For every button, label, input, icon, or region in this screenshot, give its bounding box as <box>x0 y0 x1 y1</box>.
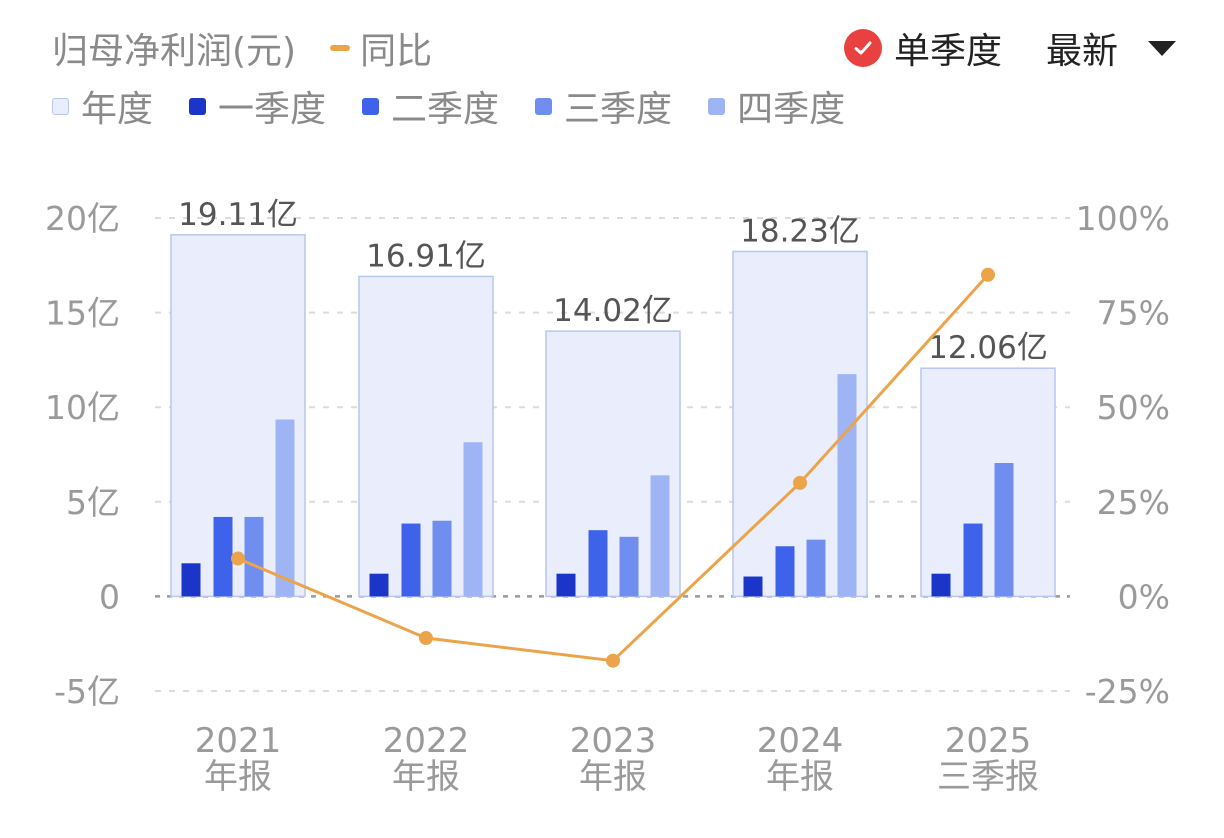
y-right-tick-label: 50% <box>1097 388 1170 427</box>
legend-item-q1[interactable]: 一季度 <box>189 80 326 132</box>
x-tick-year: 2021 <box>195 721 282 761</box>
yoy-point <box>231 551 245 566</box>
quarter-bar-q2 <box>588 530 608 597</box>
y-left-tick-label: 10亿 <box>45 388 120 427</box>
x-tick-period: 年报 <box>579 757 647 797</box>
legend-label-q1: 一季度 <box>218 89 327 130</box>
x-tick-year: 2022 <box>383 721 470 761</box>
legend-item-q2[interactable]: 二季度 <box>362 80 499 132</box>
legend-item-annual[interactable]: 年度 <box>52 80 153 132</box>
x-tick-period: 年报 <box>766 757 834 797</box>
x-tick-period: 年报 <box>392 757 460 797</box>
x-tick-year: 2023 <box>570 721 657 761</box>
quarter-bar-q4 <box>463 442 483 597</box>
period-select[interactable]: 最新 <box>1045 31 1118 72</box>
y-left-tick-label: -5亿 <box>54 672 120 711</box>
annual-value-label: 14.02亿 <box>553 293 673 329</box>
legend-swatch-q2 <box>362 97 380 115</box>
quarter-bar-q2 <box>963 523 983 597</box>
y-left-tick-label: 5亿 <box>66 483 120 522</box>
quarter-bar-q4 <box>275 419 295 597</box>
legend-label-annual: 年度 <box>81 89 154 130</box>
quarter-bar-q2 <box>775 546 795 597</box>
yoy-point <box>981 267 995 282</box>
quarter-bar-q4 <box>837 374 857 597</box>
annual-bar <box>920 367 1056 598</box>
y-left-tick-label: 20亿 <box>45 199 120 238</box>
legend-label-q3: 三季度 <box>564 89 673 130</box>
y-right-tick-label: 0% <box>1118 577 1170 616</box>
quarter-bar-q3 <box>994 463 1014 597</box>
single-quarter-toggle[interactable]: 单季度 <box>893 31 1002 72</box>
legend-label-q4: 四季度 <box>737 89 846 130</box>
quarter-bar-q1 <box>369 573 389 597</box>
y-right-tick-label: 75% <box>1097 294 1170 333</box>
legend-swatch-q3 <box>535 97 553 115</box>
yoy-legend-marker <box>330 45 351 51</box>
quarter-bar-q1 <box>556 573 576 597</box>
quarter-bar-q2 <box>401 523 421 597</box>
legend-label-q2: 二季度 <box>391 89 500 130</box>
yoy-point <box>606 653 620 668</box>
x-tick-year: 2025 <box>945 721 1032 761</box>
yoy-point <box>419 631 433 646</box>
quarter-bar-q3 <box>244 516 264 597</box>
annual-value-label: 19.11亿 <box>178 197 298 233</box>
chart-header: 归母净利润(元) 同比 <box>52 20 432 76</box>
annual-value-label: 16.91亿 <box>366 238 486 274</box>
quarter-bar-q3 <box>619 536 639 597</box>
yoy-point <box>793 475 807 490</box>
y-left-tick-label: 15亿 <box>45 294 120 333</box>
x-tick-year: 2024 <box>757 721 844 761</box>
y-left-tick-label: 0 <box>99 577 120 616</box>
quarter-bar-q4 <box>650 475 670 597</box>
quarter-bar-q1 <box>743 576 763 597</box>
legend-item-q4[interactable]: 四季度 <box>708 80 845 132</box>
chart-controls: 单季度 最新 <box>843 20 1176 76</box>
annual-value-label: 12.06亿 <box>928 330 1048 366</box>
legend-swatch-annual <box>52 97 69 115</box>
yoy-legend-label: 同比 <box>360 31 433 72</box>
quarter-bar-q3 <box>432 520 452 597</box>
check-icon[interactable] <box>843 29 882 67</box>
legend-swatch-q1 <box>189 97 207 115</box>
chart-legend: 年度 一季度 二季度 三季度 四季度 <box>52 82 881 130</box>
x-tick-period: 三季报 <box>937 757 1039 797</box>
legend-swatch-q4 <box>708 97 726 115</box>
annual-value-label: 18.23亿 <box>740 213 860 249</box>
quarter-bar-q2 <box>213 516 233 597</box>
legend-item-q3[interactable]: 三季度 <box>535 80 672 132</box>
quarter-bar-q1 <box>931 573 951 597</box>
x-tick-period: 年报 <box>204 757 272 797</box>
chart-title: 归母净利润(元) <box>52 31 297 72</box>
dropdown-triangle-icon[interactable] <box>1148 40 1176 56</box>
quarter-bar-q1 <box>181 563 201 597</box>
quarter-bar-q3 <box>806 539 826 597</box>
y-right-tick-label: 25% <box>1097 483 1170 522</box>
y-right-tick-label: 100% <box>1076 199 1170 238</box>
y-right-tick-label: -25% <box>1085 672 1170 711</box>
